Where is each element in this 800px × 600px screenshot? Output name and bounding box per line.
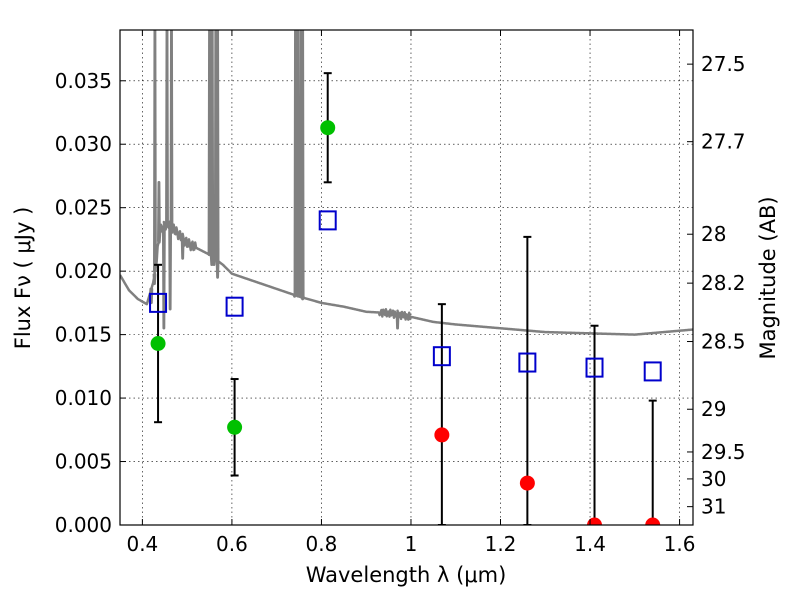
detection-point	[150, 336, 166, 351]
y2-axis-ticks: 27.5 27.7 28 28.2 28.5 29 29.5 30 31	[687, 52, 746, 519]
upper-limit-point	[519, 475, 535, 491]
template-spectrum	[120, 30, 693, 336]
y-tick-label: 0.025	[55, 196, 112, 220]
model-photometry-markers	[149, 210, 662, 382]
x-axis-ticks: 0.4 0.6 0.8 1 1.2 1.4 1.6	[126, 30, 695, 556]
y2-tick-label: 29.5	[701, 440, 746, 464]
model-photometry-point	[149, 292, 168, 313]
y-axis-label: Flux Fν ( μJy )	[11, 207, 35, 350]
upper-limit-point	[645, 517, 661, 525]
y2-tick-label: 28	[701, 222, 726, 246]
y2-tick-label: 27.7	[701, 130, 746, 154]
detection-point	[227, 419, 243, 435]
y2-tick-label: 31	[701, 495, 726, 519]
upper-limit-markers	[434, 427, 661, 525]
model-photometry-point	[518, 352, 537, 373]
upper-limit-point	[434, 427, 450, 443]
x-tick-label: 0.4	[126, 532, 158, 556]
y2-axis-label: Magnitude (AB)	[756, 196, 780, 359]
model-photometry-point	[318, 210, 337, 231]
x-axis-label: Wavelength λ (μm)	[306, 563, 507, 587]
detection-markers	[150, 120, 336, 435]
x-tick-label: 0.8	[306, 532, 338, 556]
upper-limit-point	[587, 517, 603, 525]
model-photometry-point	[585, 357, 604, 378]
y-axis-ticks: 0.000 0.005 0.010 0.015 0.020 0.025 0.030 0.035	[55, 69, 126, 537]
y2-tick-label: 29	[701, 397, 726, 421]
y-tick-label: 0.010	[55, 386, 112, 410]
y2-tick-label: 28.2	[701, 271, 746, 295]
y2-tick-label: 27.5	[701, 52, 746, 76]
model-photometry-point	[643, 361, 662, 382]
y-tick-label: 0.000	[55, 513, 112, 537]
y2-tick-label: 30	[701, 467, 726, 491]
x-tick-label: 0.6	[216, 532, 248, 556]
y-tick-label: 0.015	[55, 323, 112, 347]
template-spectrum-line	[120, 30, 693, 336]
plot-frame	[119, 29, 694, 526]
y-tick-label: 0.005	[55, 450, 112, 474]
model-photometry-point	[432, 346, 451, 367]
x-tick-label: 1.4	[574, 532, 606, 556]
x-tick-label: 1	[405, 532, 418, 556]
x-tick-label: 1.6	[664, 532, 696, 556]
detection-point	[320, 120, 336, 136]
model-photometry-point	[225, 296, 244, 317]
y-tick-label: 0.020	[55, 259, 112, 283]
y-tick-label: 0.035	[55, 69, 112, 93]
y-tick-label: 0.030	[55, 132, 112, 156]
y2-tick-label: 28.5	[701, 330, 746, 354]
x-tick-label: 1.2	[485, 532, 517, 556]
